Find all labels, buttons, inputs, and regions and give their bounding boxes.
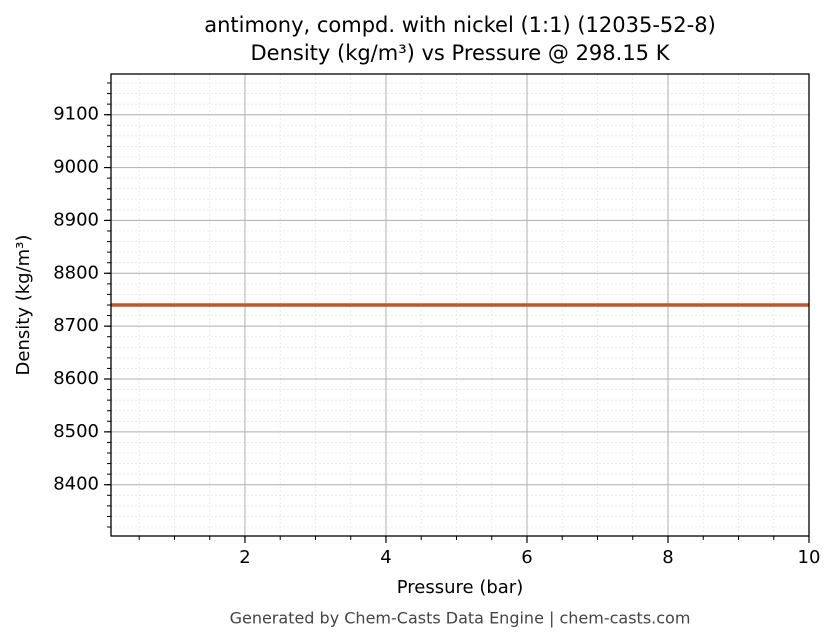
y-tick-label: 8800 <box>53 262 99 283</box>
x-tick-label: 8 <box>662 547 673 568</box>
y-tick-label: 8700 <box>53 315 99 336</box>
x-tick-label: 4 <box>380 547 391 568</box>
chart-title: antimony, compd. with nickel (1:1) (1203… <box>204 13 716 37</box>
x-tick-label: 2 <box>239 547 250 568</box>
chart-subtitle: Density (kg/m³) vs Pressure @ 298.15 K <box>250 41 670 65</box>
y-tick-label: 9000 <box>53 157 99 178</box>
x-tick-label: 6 <box>521 547 532 568</box>
y-tick-label: 8900 <box>53 209 99 230</box>
y-tick-label: 8400 <box>53 474 99 495</box>
plot-frame <box>110 73 810 537</box>
x-axis-label: Pressure (bar) <box>397 577 523 598</box>
x-tick-label: 10 <box>798 547 821 568</box>
y-tick-label: 8500 <box>53 421 99 442</box>
footer: Generated by Chem-Casts Data Engine | ch… <box>230 609 691 628</box>
y-tick-label: 8600 <box>53 368 99 389</box>
y-axis-label: Density (kg/m³) <box>13 235 34 376</box>
y-tick-label: 9100 <box>53 104 99 125</box>
